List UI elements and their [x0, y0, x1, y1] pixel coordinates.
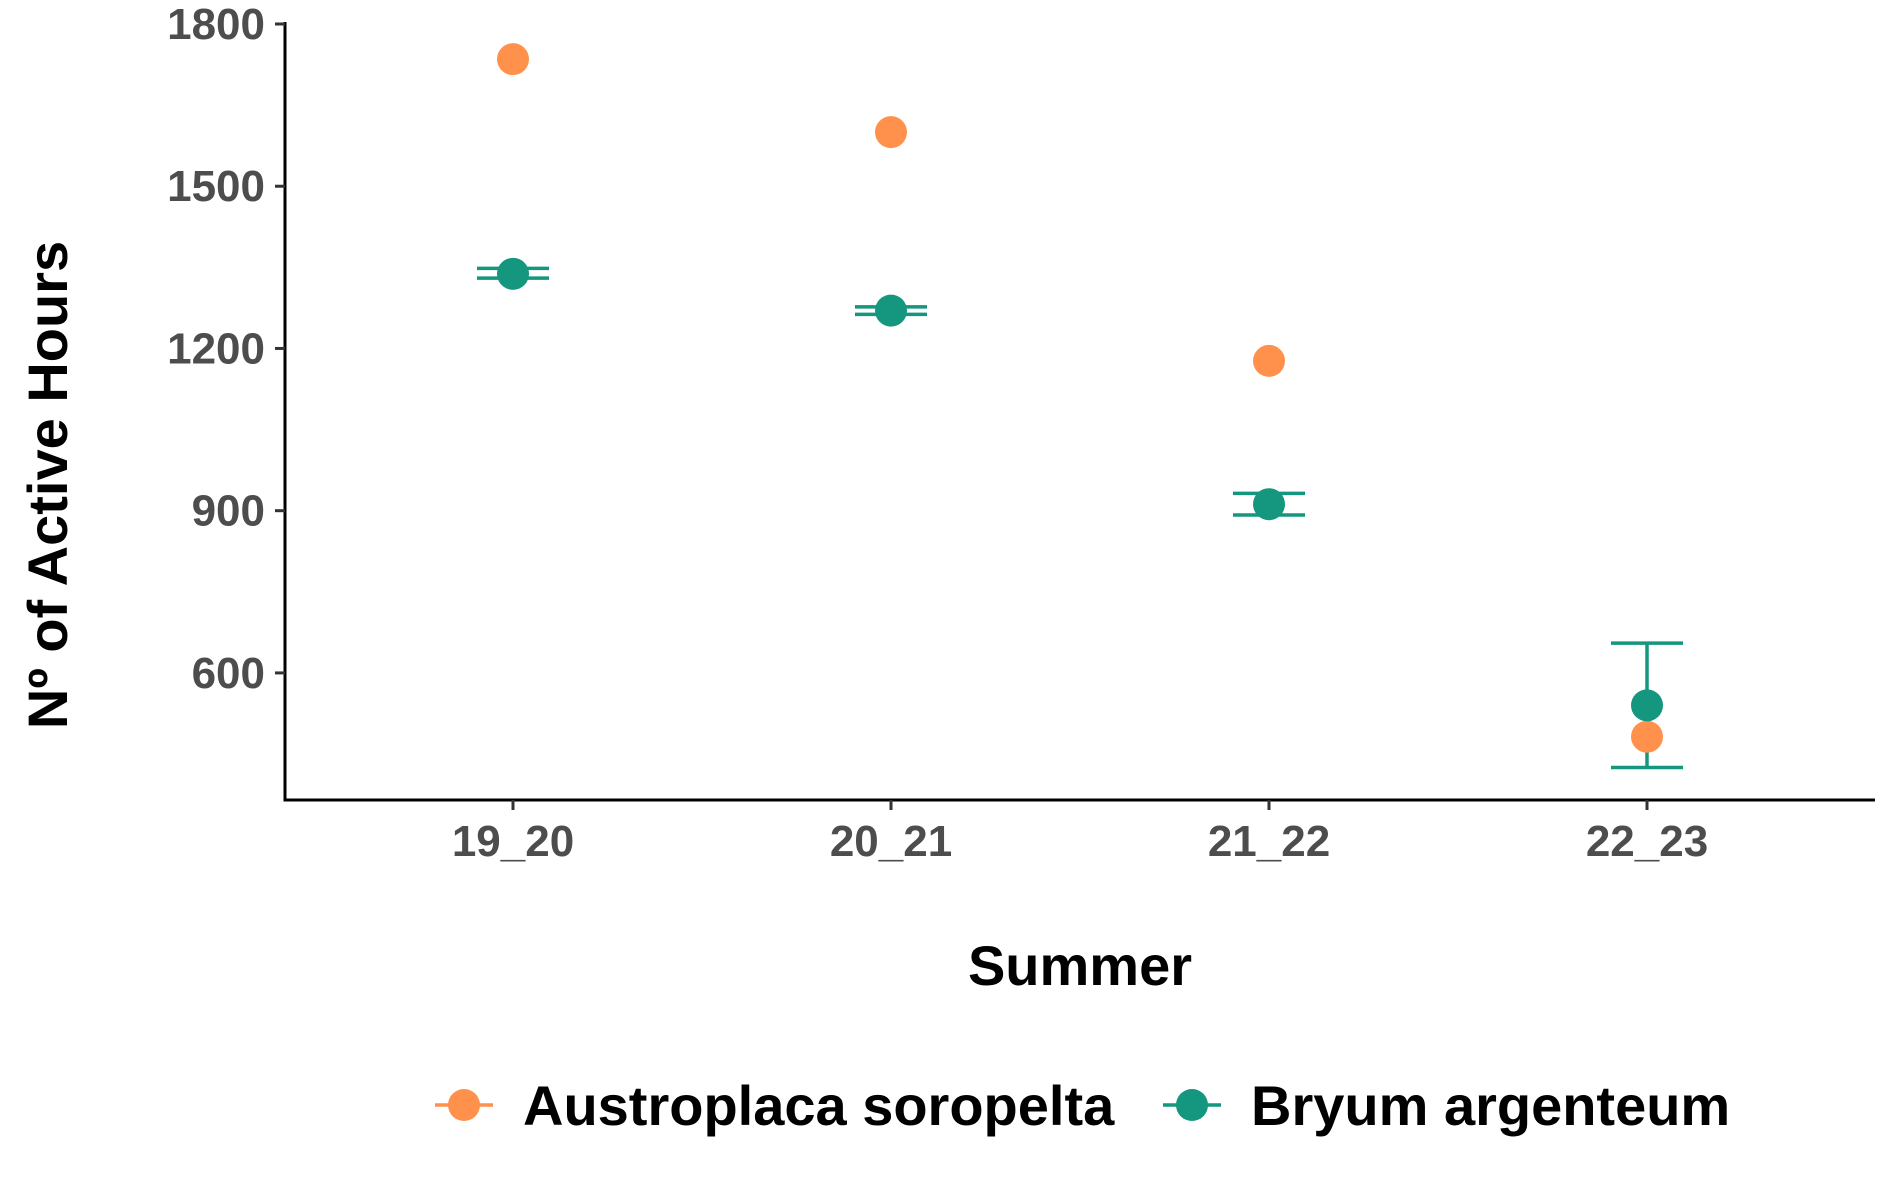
- y-tick-label: 1200: [167, 324, 265, 373]
- legend-item-austroplaca-soropelta: Austroplaca soropelta: [435, 1074, 1115, 1137]
- legend-key-point: [1176, 1089, 1208, 1121]
- y-tick-label: 1500: [167, 162, 265, 211]
- x-tick-label: 19_20: [452, 817, 574, 866]
- legend-label: Bryum argenteum: [1251, 1074, 1730, 1137]
- x-tick-label: 20_21: [830, 817, 952, 866]
- austroplaca-soropelta-point: [875, 116, 907, 149]
- austroplaca-soropelta-point: [1631, 720, 1663, 753]
- bryum-argenteum-point: [497, 257, 529, 290]
- austroplaca-soropelta-point: [497, 43, 529, 76]
- bryum-argenteum-point: [1631, 689, 1663, 722]
- plot-area: [477, 43, 1683, 770]
- bryum-argenteum-point: [1253, 488, 1285, 521]
- x-axis-title: Summer: [968, 934, 1192, 997]
- y-tick-label: 900: [192, 487, 265, 536]
- y-axis-title: Nº of Active Hours: [16, 241, 79, 729]
- bryum-argenteum-point: [875, 294, 907, 327]
- x-tick-label: 21_22: [1208, 817, 1330, 866]
- austroplaca-soropelta-point: [1253, 344, 1285, 377]
- y-tick-label: 600: [192, 649, 265, 698]
- y-tick-label: 1800: [167, 0, 265, 49]
- axes: 600 900 1200 1500 1800 19_20 20_21 21_22 22_23: [167, 0, 1875, 866]
- legend-key-point: [448, 1089, 480, 1121]
- x-tick-label: 22_23: [1586, 817, 1708, 866]
- legend-label: Austroplaca soropelta: [523, 1074, 1115, 1137]
- legend: Austroplaca soropelta Bryum argenteum: [435, 1074, 1730, 1137]
- legend-item-bryum-argenteum: Bryum argenteum: [1163, 1074, 1730, 1137]
